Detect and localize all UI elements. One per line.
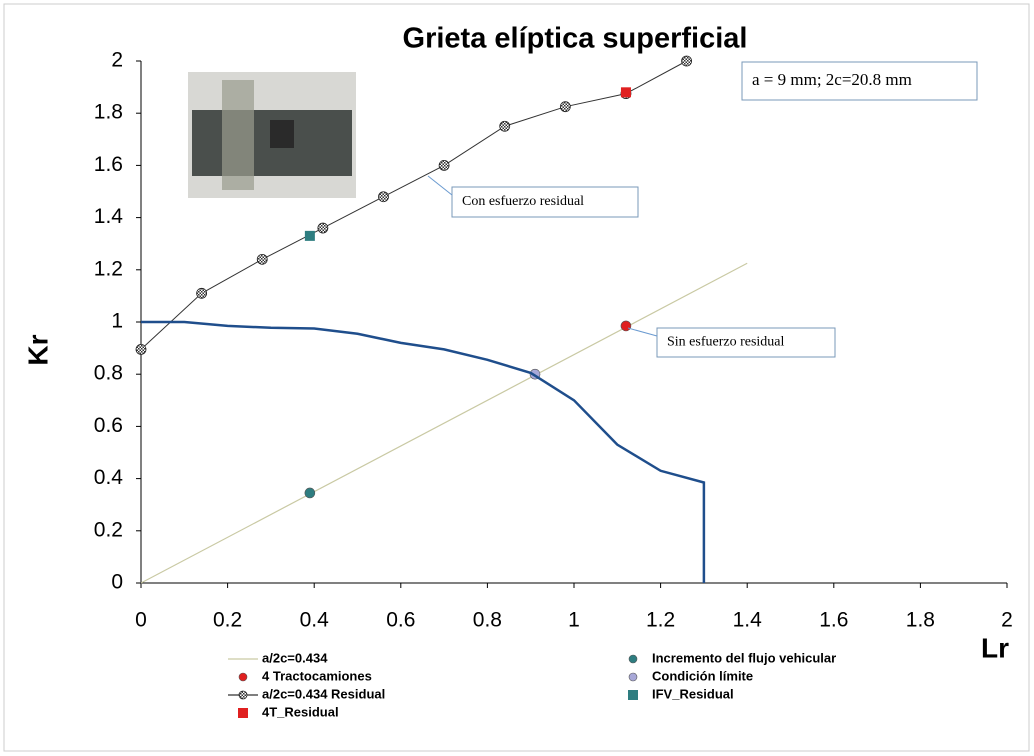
series-line (140, 262, 748, 584)
marker (559, 101, 571, 113)
x-tick-label: 2 (1001, 609, 1013, 632)
marker (628, 690, 638, 700)
y-tick-label: 0 (111, 571, 123, 594)
marker (238, 708, 248, 718)
marker (681, 55, 692, 67)
y-tick-label: 1.6 (94, 153, 123, 176)
annotation: a = 9 mm; 2c=20.8 mm (752, 70, 912, 89)
y-tick-label: 1.4 (94, 205, 124, 228)
y-tick-label: 0.8 (94, 362, 123, 385)
marker (304, 230, 315, 241)
photo (188, 72, 356, 198)
legend-label: Incremento del flujo vehicular (652, 650, 836, 665)
series-line (141, 320, 706, 583)
legend-label: a/2c=0.434 (262, 650, 328, 665)
y-tick-label: 1.2 (94, 257, 123, 280)
legend-label: Condición límite (652, 668, 753, 683)
marker (256, 253, 268, 265)
marker (628, 654, 638, 664)
annotation-arrow (427, 175, 453, 196)
marker (620, 320, 632, 332)
series-line (140, 60, 687, 350)
marker (238, 690, 248, 700)
marker (317, 222, 329, 234)
marker (304, 487, 316, 499)
marker (238, 672, 248, 682)
annotation-box (656, 327, 836, 358)
legend-item: 4T_Residual (238, 704, 339, 719)
x-tick-label: 0.4 (300, 609, 330, 632)
legend-item: a/2c=0.434 Residual (228, 686, 385, 701)
legend-item: IFV_Residual (628, 686, 734, 701)
y-tick-label: 1 (111, 310, 123, 333)
x-axis-label: Lr (981, 632, 1009, 663)
legend-label: 4T_Residual (262, 704, 339, 719)
frame (3, 3, 1030, 752)
legend-item: Incremento del flujo vehicular (628, 650, 836, 665)
annotation: Sin esfuerzo residual (667, 335, 785, 350)
x-tick-label: 0 (135, 609, 147, 632)
x-tick-label: 0.6 (386, 609, 415, 632)
legend-label: IFV_Residual (652, 686, 734, 701)
x-tick-label: 1.8 (906, 609, 935, 632)
legend-item: 4 Tractocamiones (238, 668, 372, 683)
legend-item: a/2c=0.434 (228, 650, 328, 665)
annotation: Con esfuerzo residual (462, 194, 584, 209)
y-tick-label: 0.2 (94, 518, 123, 541)
marker (438, 159, 450, 171)
x-tick-label: 0.8 (473, 609, 502, 632)
marker (378, 191, 389, 203)
annotation-arrow (627, 327, 658, 337)
marker (135, 344, 147, 355)
x-tick-label: 1.6 (819, 609, 848, 632)
marker (620, 87, 631, 98)
x-tick-label: 1.2 (646, 609, 675, 632)
x-tick-label: 1.4 (733, 609, 763, 632)
annotation-box (741, 61, 978, 101)
marker (628, 672, 638, 682)
x-tick-label: 0.2 (213, 609, 242, 632)
y-tick-label: 1.8 (94, 101, 123, 124)
x-tick-label: 1 (568, 609, 580, 632)
y-tick-label: 2 (111, 49, 123, 72)
legend-label: a/2c=0.434 Residual (262, 686, 385, 701)
annotation-box (451, 186, 639, 218)
marker (499, 120, 511, 132)
legend-item: Condición límite (628, 668, 753, 683)
y-tick-label: 0.6 (94, 414, 123, 437)
y-axis-label: Kr (22, 334, 53, 365)
chart-title: Grieta elíptica superficial (403, 23, 748, 55)
marker (196, 287, 208, 299)
legend-label: 4 Tractocamiones (262, 668, 372, 683)
y-tick-label: 0.4 (94, 466, 124, 489)
